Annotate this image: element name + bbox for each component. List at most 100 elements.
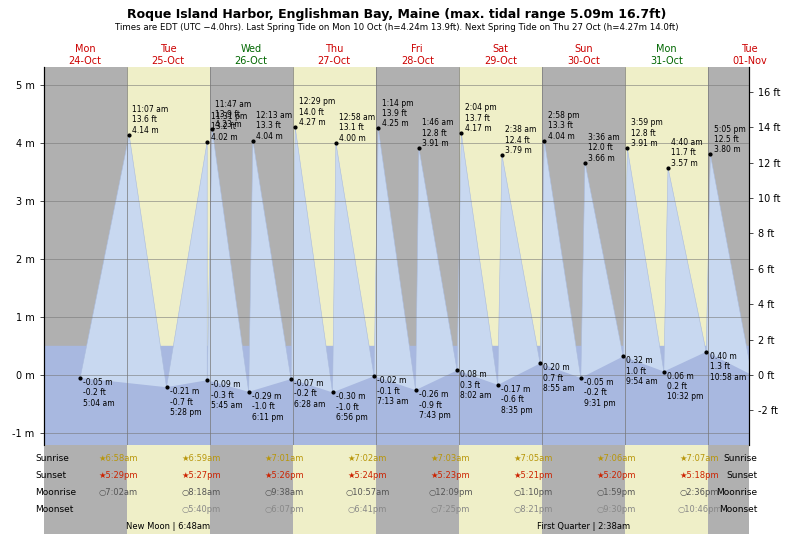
Text: ★5:27pm: ★5:27pm [182, 471, 221, 480]
Text: Sunset: Sunset [36, 471, 67, 480]
Text: 4:40 am
11.7 ft
3.57 m: 4:40 am 11.7 ft 3.57 m [672, 138, 703, 168]
Text: ★7:07am: ★7:07am [680, 454, 719, 464]
Text: ★5:20pm: ★5:20pm [597, 471, 636, 480]
Text: -0.05 m
-0.2 ft
5:04 am: -0.05 m -0.2 ft 5:04 am [83, 378, 115, 407]
Polygon shape [498, 155, 540, 385]
Text: -0.29 m
-1.0 ft
6:11 pm: -0.29 m -1.0 ft 6:11 pm [252, 392, 284, 421]
Text: 5:05 pm
12.5 ft
3.80 m: 5:05 pm 12.5 ft 3.80 m [714, 125, 745, 155]
Text: ○6:07pm: ○6:07pm [265, 505, 305, 514]
Bar [376, 445, 459, 534]
Text: New Moon | 6:48am: New Moon | 6:48am [126, 522, 210, 531]
Text: ○5:40pm: ○5:40pm [182, 505, 221, 514]
Text: 0.40 m
1.3 ft
10:58 am: 0.40 m 1.3 ft 10:58 am [710, 352, 745, 382]
Text: ○2:36pm: ○2:36pm [680, 488, 719, 497]
Text: Sunrise: Sunrise [36, 454, 69, 464]
Text: 3:59 pm
12.8 ft
3.91 m: 3:59 pm 12.8 ft 3.91 m [630, 118, 662, 148]
Text: 12:13 am
13.3 ft
4.04 m: 12:13 am 13.3 ft 4.04 m [256, 110, 293, 141]
Text: 0.20 m
0.7 ft
8:55 am: 0.20 m 0.7 ft 8:55 am [543, 363, 575, 393]
Text: 2:04 pm
13.7 ft
4.17 m: 2:04 pm 13.7 ft 4.17 m [465, 103, 496, 133]
Text: 1:46 am
12.8 ft
3.91 m: 1:46 am 12.8 ft 3.91 m [422, 118, 454, 148]
Bar [625, 67, 708, 445]
Bar [542, 67, 625, 445]
Bar [708, 445, 791, 534]
Text: -0.07 m
-0.2 ft
6:28 am: -0.07 m -0.2 ft 6:28 am [294, 379, 326, 409]
Polygon shape [707, 155, 752, 375]
Polygon shape [664, 168, 707, 371]
Bar [459, 445, 542, 534]
Text: ★5:21pm: ★5:21pm [514, 471, 554, 480]
Text: -0.21 m
-0.7 ft
5:28 pm: -0.21 m -0.7 ft 5:28 pm [170, 387, 201, 417]
Bar [209, 67, 293, 445]
Text: ○7:02am: ○7:02am [99, 488, 138, 497]
Text: ★5:18pm: ★5:18pm [680, 471, 719, 480]
Text: 3:36 am
12.0 ft
3.66 m: 3:36 am 12.0 ft 3.66 m [588, 133, 620, 163]
Polygon shape [623, 148, 664, 371]
Text: 12:58 am
13.1 ft
4.00 m: 12:58 am 13.1 ft 4.00 m [339, 113, 375, 143]
Polygon shape [540, 141, 580, 378]
Text: ○8:21pm: ○8:21pm [514, 505, 554, 514]
Text: ★7:06am: ★7:06am [597, 454, 636, 464]
Text: ○10:46pm: ○10:46pm [677, 505, 722, 514]
Text: ★6:58am: ★6:58am [98, 454, 138, 464]
Text: ★7:03am: ★7:03am [431, 454, 470, 464]
Polygon shape [80, 135, 167, 387]
Text: ★7:02am: ★7:02am [348, 454, 387, 464]
Text: -0.09 m
-0.3 ft
5:45 am: -0.09 m -0.3 ft 5:45 am [210, 380, 242, 410]
Bar [542, 445, 625, 534]
Text: 11:47 am
13.9 ft
4.23 m: 11:47 am 13.9 ft 4.23 m [216, 100, 251, 129]
Text: 12:29 pm
14.0 ft
4.27 m: 12:29 pm 14.0 ft 4.27 m [298, 98, 335, 127]
Bar [44, 445, 127, 534]
Text: ★5:24pm: ★5:24pm [347, 471, 387, 480]
Text: Moonset: Moonset [36, 505, 74, 514]
Text: -0.26 m
-0.9 ft
7:43 pm: -0.26 m -0.9 ft 7:43 pm [419, 390, 450, 420]
Bar [127, 67, 209, 445]
Text: 11:07 am
13.6 ft
4.14 m: 11:07 am 13.6 ft 4.14 m [132, 105, 169, 135]
Text: 0.06 m
0.2 ft
10:32 pm: 0.06 m 0.2 ft 10:32 pm [667, 371, 703, 402]
Text: 0.32 m
1.0 ft
9:54 am: 0.32 m 1.0 ft 9:54 am [626, 356, 658, 386]
Text: First Quarter | 2:38am: First Quarter | 2:38am [537, 522, 630, 531]
Polygon shape [332, 143, 374, 392]
Text: ★7:01am: ★7:01am [265, 454, 304, 464]
Text: ○9:38am: ○9:38am [265, 488, 304, 497]
Text: ○1:59pm: ○1:59pm [597, 488, 636, 497]
Bar [293, 445, 376, 534]
Text: Sunset: Sunset [726, 471, 757, 480]
Polygon shape [580, 163, 623, 378]
Text: ★6:59am: ★6:59am [182, 454, 221, 464]
Text: Times are EDT (UTC −4.0hrs). Last Spring Tide on Mon 10 Oct (h=4.24m 13.9ft). Ne: Times are EDT (UTC −4.0hrs). Last Spring… [115, 23, 678, 32]
Polygon shape [249, 141, 291, 392]
Text: -0.30 m
-1.0 ft
6:56 pm: -0.30 m -1.0 ft 6:56 pm [336, 392, 368, 422]
Bar [293, 67, 376, 445]
Bar [209, 445, 293, 534]
Polygon shape [416, 148, 457, 390]
Polygon shape [291, 127, 332, 392]
Text: 1:14 pm
13.9 ft
4.25 m: 1:14 pm 13.9 ft 4.25 m [381, 99, 413, 128]
Text: ○6:41pm: ○6:41pm [348, 505, 387, 514]
Text: Moonrise: Moonrise [36, 488, 76, 497]
Bar [625, 445, 708, 534]
Text: 0.08 m
0.3 ft
8:02 am: 0.08 m 0.3 ft 8:02 am [461, 370, 492, 400]
Text: ○10:57am: ○10:57am [345, 488, 389, 497]
Polygon shape [457, 133, 498, 385]
Text: -0.02 m
-0.1 ft
7:13 am: -0.02 m -0.1 ft 7:13 am [377, 376, 409, 406]
Text: 11:31 pm
13.2 ft
4.02 m: 11:31 pm 13.2 ft 4.02 m [210, 112, 247, 142]
Bar [127, 445, 209, 534]
Text: ○12:09pm: ○12:09pm [428, 488, 473, 497]
Text: ○9:30pm: ○9:30pm [597, 505, 636, 514]
Text: Moonrise: Moonrise [717, 488, 757, 497]
Text: ○1:10pm: ○1:10pm [514, 488, 554, 497]
Text: -0.17 m
-0.6 ft
8:35 pm: -0.17 m -0.6 ft 8:35 pm [501, 385, 533, 414]
Text: ★5:29pm: ★5:29pm [98, 471, 138, 480]
Polygon shape [167, 142, 207, 387]
Text: ★7:05am: ★7:05am [514, 454, 554, 464]
Text: -0.05 m
-0.2 ft
9:31 pm: -0.05 m -0.2 ft 9:31 pm [584, 378, 616, 407]
Text: Roque Island Harbor, Englishman Bay, Maine (max. tidal range 5.09m 16.7ft): Roque Island Harbor, Englishman Bay, Mai… [127, 8, 666, 21]
Polygon shape [374, 128, 416, 390]
Text: ★5:23pm: ★5:23pm [431, 471, 470, 480]
Bar [44, 67, 127, 445]
Text: Moonset: Moonset [719, 505, 757, 514]
Text: ○8:18am: ○8:18am [182, 488, 221, 497]
Text: 2:58 pm
13.3 ft
4.04 m: 2:58 pm 13.3 ft 4.04 m [548, 110, 579, 141]
Bar [459, 67, 542, 445]
Text: Sunrise: Sunrise [724, 454, 757, 464]
